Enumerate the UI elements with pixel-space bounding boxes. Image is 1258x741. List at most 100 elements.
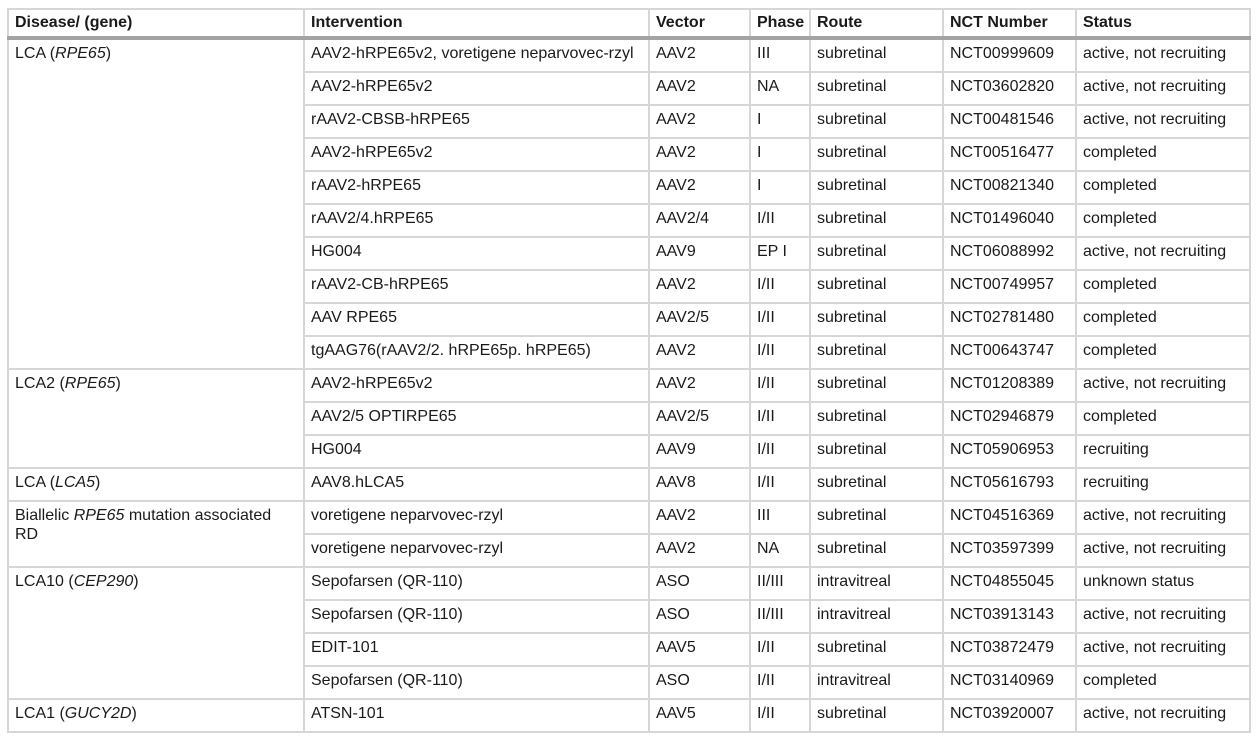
nct-number-cell: NCT03597399	[942, 533, 1077, 568]
nct-number-cell: NCT01208389	[942, 368, 1077, 403]
disease-label: LCA (	[15, 45, 56, 62]
phase-cell: NA	[749, 71, 811, 106]
nct-number-cell: NCT02781480	[942, 302, 1077, 337]
phase-cell: II/III	[749, 599, 811, 634]
route-cell: subretinal	[809, 104, 944, 139]
table-row: rAAV2/4.hRPE65 AAV2/4 I/II subretinal NCT014…	[8, 203, 1251, 238]
nct-number-cell: NCT00999609	[942, 37, 1077, 73]
intervention-cell: rAAV2-hRPE65	[303, 170, 650, 205]
intervention-cell: voretigene neparvovec-rzyl	[303, 500, 650, 535]
status-cell: active, not recruiting	[1075, 71, 1251, 106]
vector-cell: AAV2	[648, 37, 751, 73]
intervention-cell: rAAV2-CBSB-hRPE65	[303, 104, 650, 139]
vector-cell: ASO	[648, 599, 751, 634]
nct-number-cell: NCT00749957	[942, 269, 1077, 304]
gene-name: RPE65	[55, 45, 106, 62]
intervention-cell: rAAV2-CB-hRPE65	[303, 269, 650, 304]
disease-label-suffix: )	[105, 45, 112, 62]
intervention-cell: AAV2-hRPE65v2	[303, 71, 650, 106]
vector-cell: AAV2	[648, 533, 751, 568]
intervention-cell: AAV2-hRPE65v2	[303, 137, 650, 172]
route-cell: subretinal	[809, 533, 944, 568]
disease-label-suffix: mutation associated RD	[15, 507, 272, 543]
gene-name: LCA5	[55, 474, 96, 491]
nct-number-cell: NCT00516477	[942, 137, 1077, 172]
phase-cell: I/II	[749, 632, 811, 667]
status-cell: active, not recruiting	[1075, 104, 1251, 139]
table-row: EDIT-101 AAV5 I/II subretinal NCT03872479 act…	[8, 632, 1251, 667]
vector-cell: AAV5	[648, 632, 751, 667]
status-cell: active, not recruiting	[1075, 599, 1251, 634]
gene-name: CEP290	[73, 573, 134, 590]
nct-number-cell: NCT03602820	[942, 71, 1077, 106]
vector-cell: AAV2/5	[648, 401, 751, 436]
disease-label-suffix: )	[133, 573, 139, 590]
status-cell: recruiting	[1075, 467, 1251, 502]
phase-cell: III	[749, 500, 811, 535]
vector-cell: AAV2	[648, 137, 751, 172]
vector-cell: AAV5	[648, 698, 751, 733]
status-cell: completed	[1075, 269, 1251, 304]
table-row: Sepofarsen (QR-110) ASO II/III intravitreal…	[8, 599, 1251, 634]
route-cell: subretinal	[809, 71, 944, 106]
vector-cell: ASO	[648, 566, 751, 601]
vector-cell: AAV2	[648, 170, 751, 205]
phase-cell: I/II	[749, 302, 811, 337]
disease-label-suffix: )	[95, 474, 101, 491]
header-row: Disease/ (gene) Intervention Vector Phase Ro…	[7, 8, 1251, 40]
phase-cell: I/II	[749, 698, 811, 733]
column-header-phase: Phase	[749, 8, 811, 40]
table-row: LCA1 (GUCY2D) ATSN-101 AAV5 I/II subretinal N…	[7, 698, 1251, 733]
intervention-cell: Sepofarsen (QR-110)	[303, 566, 650, 601]
status-cell: completed	[1075, 335, 1251, 370]
status-cell: completed	[1075, 302, 1251, 337]
route-cell: subretinal	[809, 170, 944, 205]
nct-number-cell: NCT04855045	[942, 566, 1077, 601]
intervention-cell: HG004	[303, 236, 650, 271]
route-cell: intravitreal	[809, 665, 944, 700]
vector-cell: AAV2	[648, 368, 751, 403]
vector-cell: AAV2	[648, 335, 751, 370]
vector-cell: AAV2	[648, 104, 751, 139]
route-cell: subretinal	[809, 137, 944, 172]
route-cell: subretinal	[809, 368, 944, 403]
phase-cell: I	[749, 137, 811, 172]
phase-cell: I/II	[749, 368, 811, 403]
nct-number-cell: NCT00821340	[942, 170, 1077, 205]
phase-cell: I/II	[749, 269, 811, 304]
phase-cell: I	[749, 170, 811, 205]
phase-cell: II/III	[749, 566, 811, 601]
disease-cell: Biallelic RPE65 mutation associated RD	[7, 500, 305, 568]
phase-cell: I/II	[749, 401, 811, 436]
table-row: LCA (RPE65) AAV2-hRPE65v2, voretigene nep…	[7, 37, 1251, 370]
intervention-cell: AAV2-hRPE65v2, voretigene neparvovec-rzy…	[303, 37, 650, 73]
route-cell: subretinal	[809, 37, 944, 73]
table-row: HG004 AAV9 I/II subretinal NCT05906953 recrui…	[8, 434, 1251, 469]
phase-cell: III	[749, 37, 811, 73]
route-cell: subretinal	[809, 302, 944, 337]
status-cell: recruiting	[1075, 434, 1251, 469]
route-cell: subretinal	[809, 434, 944, 469]
status-cell: active, not recruiting	[1075, 368, 1251, 403]
vector-cell: AAV2	[648, 71, 751, 106]
disease-cell: LCA (RPE65)	[7, 37, 305, 370]
status-cell: active, not recruiting	[1075, 533, 1251, 568]
status-cell: active, not recruiting	[1075, 500, 1251, 535]
route-cell: subretinal	[809, 335, 944, 370]
nct-number-cell: NCT03920007	[942, 698, 1077, 733]
intervention-cell: AAV RPE65	[303, 302, 650, 337]
nct-number-cell: NCT00481546	[942, 104, 1077, 139]
nct-number-cell: NCT05906953	[942, 434, 1077, 469]
gene-name: RPE65	[64, 375, 116, 392]
status-cell: active, not recruiting	[1075, 698, 1251, 733]
table-row: Sepofarsen (QR-110) ASO I/II intravitreal NC…	[8, 665, 1251, 700]
status-cell: active, not recruiting	[1075, 236, 1251, 271]
column-header-route: Route	[809, 8, 944, 40]
vector-cell: AAV2	[648, 269, 751, 304]
gene-name: RPE65	[73, 507, 125, 524]
clinical-trials-table: Disease/ (gene) Intervention Vector Phase Ro…	[7, 8, 1251, 733]
disease-label-suffix: )	[131, 705, 137, 722]
